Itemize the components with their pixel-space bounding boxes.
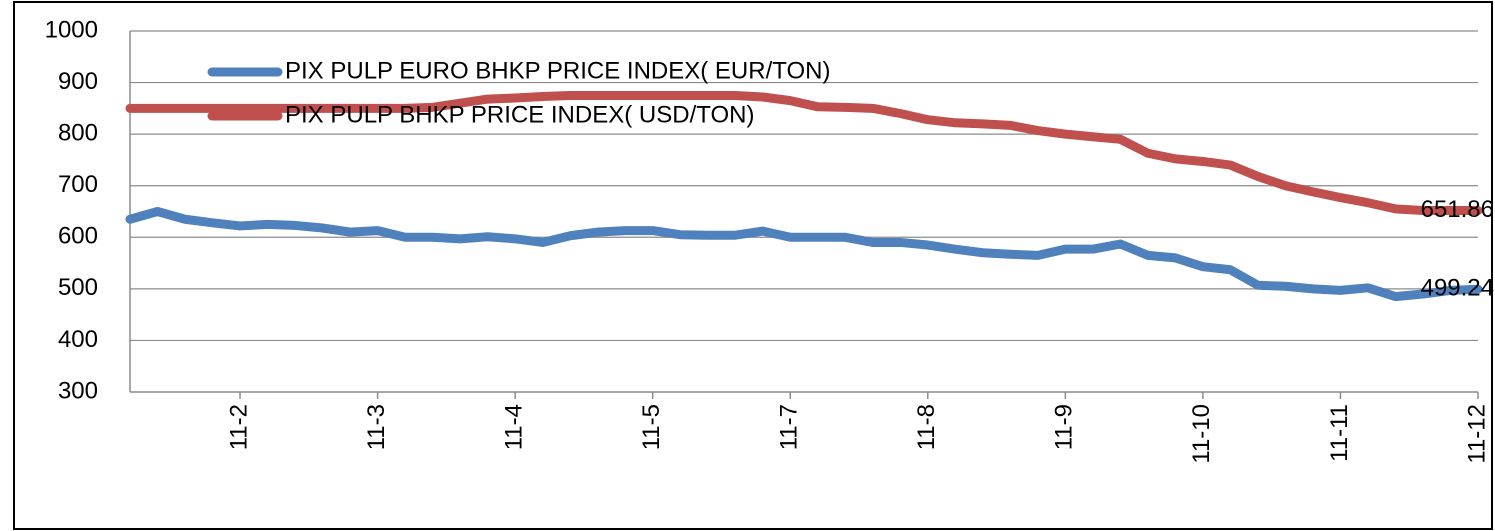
y-tick-label: 1000	[45, 16, 98, 43]
x-tick-label: 11-8	[913, 404, 940, 450]
data-line	[125, 90, 1483, 216]
x-tick-label: 11-7	[776, 404, 803, 450]
x-tick-label: 11-4	[500, 404, 527, 450]
legend-label: PIX PULP EURO BHKP PRICE INDEX( EUR/TON)	[285, 57, 830, 84]
legend-label: PIX PULP BHKP PRICE INDEX( USD/TON)	[285, 101, 754, 128]
x-tick-label: 11-5	[638, 404, 665, 450]
y-tick-label: 700	[58, 171, 98, 198]
x-tick-label: 11-12	[1463, 404, 1490, 464]
y-tick-label: 900	[58, 68, 98, 95]
y-tick-label: 300	[58, 377, 98, 404]
x-tick-label: 11-10	[1188, 404, 1215, 464]
data-label: 651.86	[1421, 196, 1494, 223]
y-tick-label: 800	[58, 119, 98, 146]
chart-frame	[13, 1, 1493, 530]
data-label: 499.24	[1421, 275, 1494, 302]
y-tick-label: 500	[58, 274, 98, 301]
x-tick-label: 11-9	[1051, 404, 1078, 450]
x-tick-label: 11-3	[363, 404, 390, 450]
y-tick-label: 600	[58, 223, 98, 250]
x-tick-label: 11-11	[1326, 404, 1353, 462]
data-line	[125, 207, 1483, 302]
x-tick-label: 11-2	[225, 404, 252, 450]
y-tick-label: 400	[58, 326, 98, 353]
